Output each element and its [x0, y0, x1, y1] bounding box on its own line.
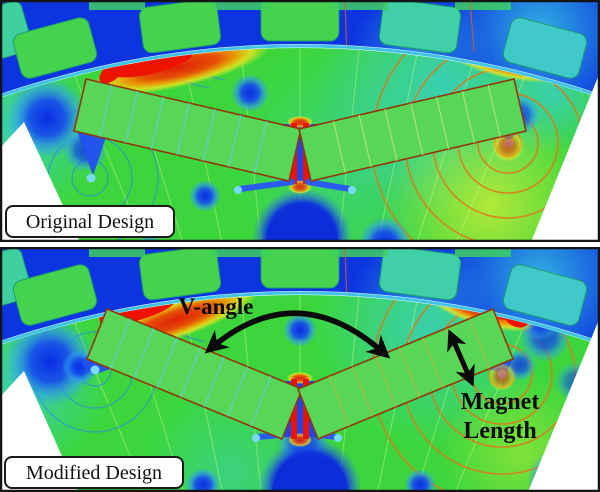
- svg-text:V-angle: V-angle: [179, 294, 254, 319]
- v-angle-arrow: [204, 310, 391, 359]
- air-gap-arc: [0, 291, 600, 345]
- modified-design-label: Modified Design: [4, 456, 184, 489]
- magnet-length-annotation: Magnet Length: [447, 329, 540, 444]
- stator-tooth: [502, 264, 588, 326]
- left-magnet: [73, 78, 302, 182]
- original-design-label: Original Design: [5, 205, 175, 238]
- svg-text:Length: Length: [463, 418, 536, 444]
- stator-tooth: [138, 0, 222, 54]
- panel-border: [0, 247, 600, 492]
- modified-design-panel: V-angle Magnet Length Modified Design: [0, 247, 600, 492]
- stator-tooth: [502, 17, 588, 79]
- v-angle-annotation: V-angle: [179, 294, 391, 359]
- panel-border: [0, 0, 600, 242]
- stator-tooth: [260, 247, 340, 289]
- stator-tooth: [12, 264, 98, 326]
- left-magnet: [85, 307, 304, 441]
- svg-text:Modified Design: Modified Design: [26, 462, 162, 484]
- magnet-flux-lines: [332, 84, 501, 174]
- sector-cut-right: [531, 72, 600, 242]
- original-design-panel: Original Design: [0, 0, 600, 242]
- sector-cut-right: [528, 317, 600, 492]
- stator-tooth: [378, 0, 462, 54]
- magnet-flux-lines: [99, 84, 268, 174]
- stator-tooth: [138, 247, 222, 301]
- stator-tooth: [12, 17, 98, 79]
- svg-text:Original Design: Original Design: [26, 211, 154, 233]
- magnet-flux-lines: [109, 318, 272, 427]
- svg-text:Magnet: Magnet: [461, 389, 540, 415]
- right-magnet: [298, 78, 527, 182]
- magnet-length-arrow: [447, 329, 475, 387]
- stator-tooth: [260, 0, 340, 42]
- air-gap-arc: [0, 44, 600, 98]
- stator-tooth: [378, 247, 462, 301]
